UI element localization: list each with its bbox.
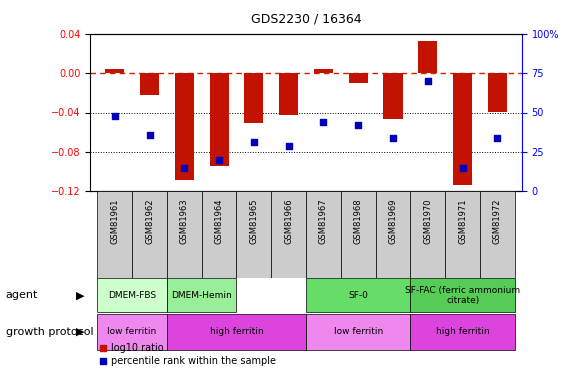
Text: SF-FAC (ferric ammonium
citrate): SF-FAC (ferric ammonium citrate) <box>405 286 520 305</box>
Text: GSM81964: GSM81964 <box>215 198 224 244</box>
Text: low ferritin: low ferritin <box>333 327 383 336</box>
Point <box>423 78 433 84</box>
Bar <box>445 191 480 278</box>
Point <box>215 157 224 163</box>
Bar <box>306 314 410 350</box>
Point <box>458 165 468 171</box>
Bar <box>271 191 306 278</box>
Bar <box>244 73 264 123</box>
Bar <box>410 191 445 278</box>
Point <box>284 142 293 148</box>
Point <box>493 135 502 141</box>
Bar <box>410 278 515 312</box>
Bar <box>279 73 298 116</box>
Bar <box>167 278 237 312</box>
Text: GSM81963: GSM81963 <box>180 198 189 244</box>
Text: high ferritin: high ferritin <box>436 327 490 336</box>
Bar <box>97 278 167 312</box>
Text: GSM81968: GSM81968 <box>354 198 363 244</box>
Bar <box>175 73 194 180</box>
Text: DMEM-FBS: DMEM-FBS <box>108 291 156 300</box>
Text: ▶: ▶ <box>76 327 85 337</box>
Bar <box>341 191 375 278</box>
Text: GSM81966: GSM81966 <box>284 198 293 244</box>
Bar <box>480 191 515 278</box>
Text: GSM81971: GSM81971 <box>458 198 467 244</box>
Text: GSM81962: GSM81962 <box>145 198 154 244</box>
Point <box>319 119 328 125</box>
Bar <box>209 73 229 166</box>
Bar <box>97 314 167 350</box>
Text: growth protocol: growth protocol <box>6 327 93 337</box>
Text: GSM81961: GSM81961 <box>110 198 119 244</box>
Text: GSM81972: GSM81972 <box>493 198 502 244</box>
Bar <box>488 73 507 111</box>
Text: GDS2230 / 16364: GDS2230 / 16364 <box>251 12 361 25</box>
Bar <box>349 73 368 83</box>
Text: agent: agent <box>6 290 38 300</box>
Text: SF-0: SF-0 <box>348 291 368 300</box>
Point <box>354 122 363 128</box>
Bar <box>410 314 515 350</box>
Point <box>180 165 189 171</box>
Bar <box>375 191 410 278</box>
Bar <box>306 278 410 312</box>
Bar <box>97 191 132 278</box>
Bar <box>167 314 306 350</box>
Point <box>145 132 154 138</box>
Text: GSM81967: GSM81967 <box>319 198 328 244</box>
Text: GSM81970: GSM81970 <box>423 198 433 244</box>
Text: DMEM-Hemin: DMEM-Hemin <box>171 291 232 300</box>
Bar <box>314 69 333 73</box>
Bar <box>453 73 472 185</box>
Text: ▶: ▶ <box>76 290 85 300</box>
Point <box>249 140 258 146</box>
Legend: log10 ratio, percentile rank within the sample: log10 ratio, percentile rank within the … <box>95 339 280 370</box>
Point <box>110 112 120 118</box>
Text: GSM81965: GSM81965 <box>250 198 258 244</box>
Bar <box>105 69 124 73</box>
Bar <box>140 73 159 95</box>
Text: low ferritin: low ferritin <box>107 327 157 336</box>
Bar <box>306 191 341 278</box>
Text: high ferritin: high ferritin <box>210 327 264 336</box>
Bar <box>384 73 403 119</box>
Bar <box>418 40 437 73</box>
Text: GSM81969: GSM81969 <box>388 198 398 244</box>
Bar <box>237 191 271 278</box>
Bar <box>167 191 202 278</box>
Bar <box>132 191 167 278</box>
Bar <box>202 191 237 278</box>
Point <box>388 135 398 141</box>
